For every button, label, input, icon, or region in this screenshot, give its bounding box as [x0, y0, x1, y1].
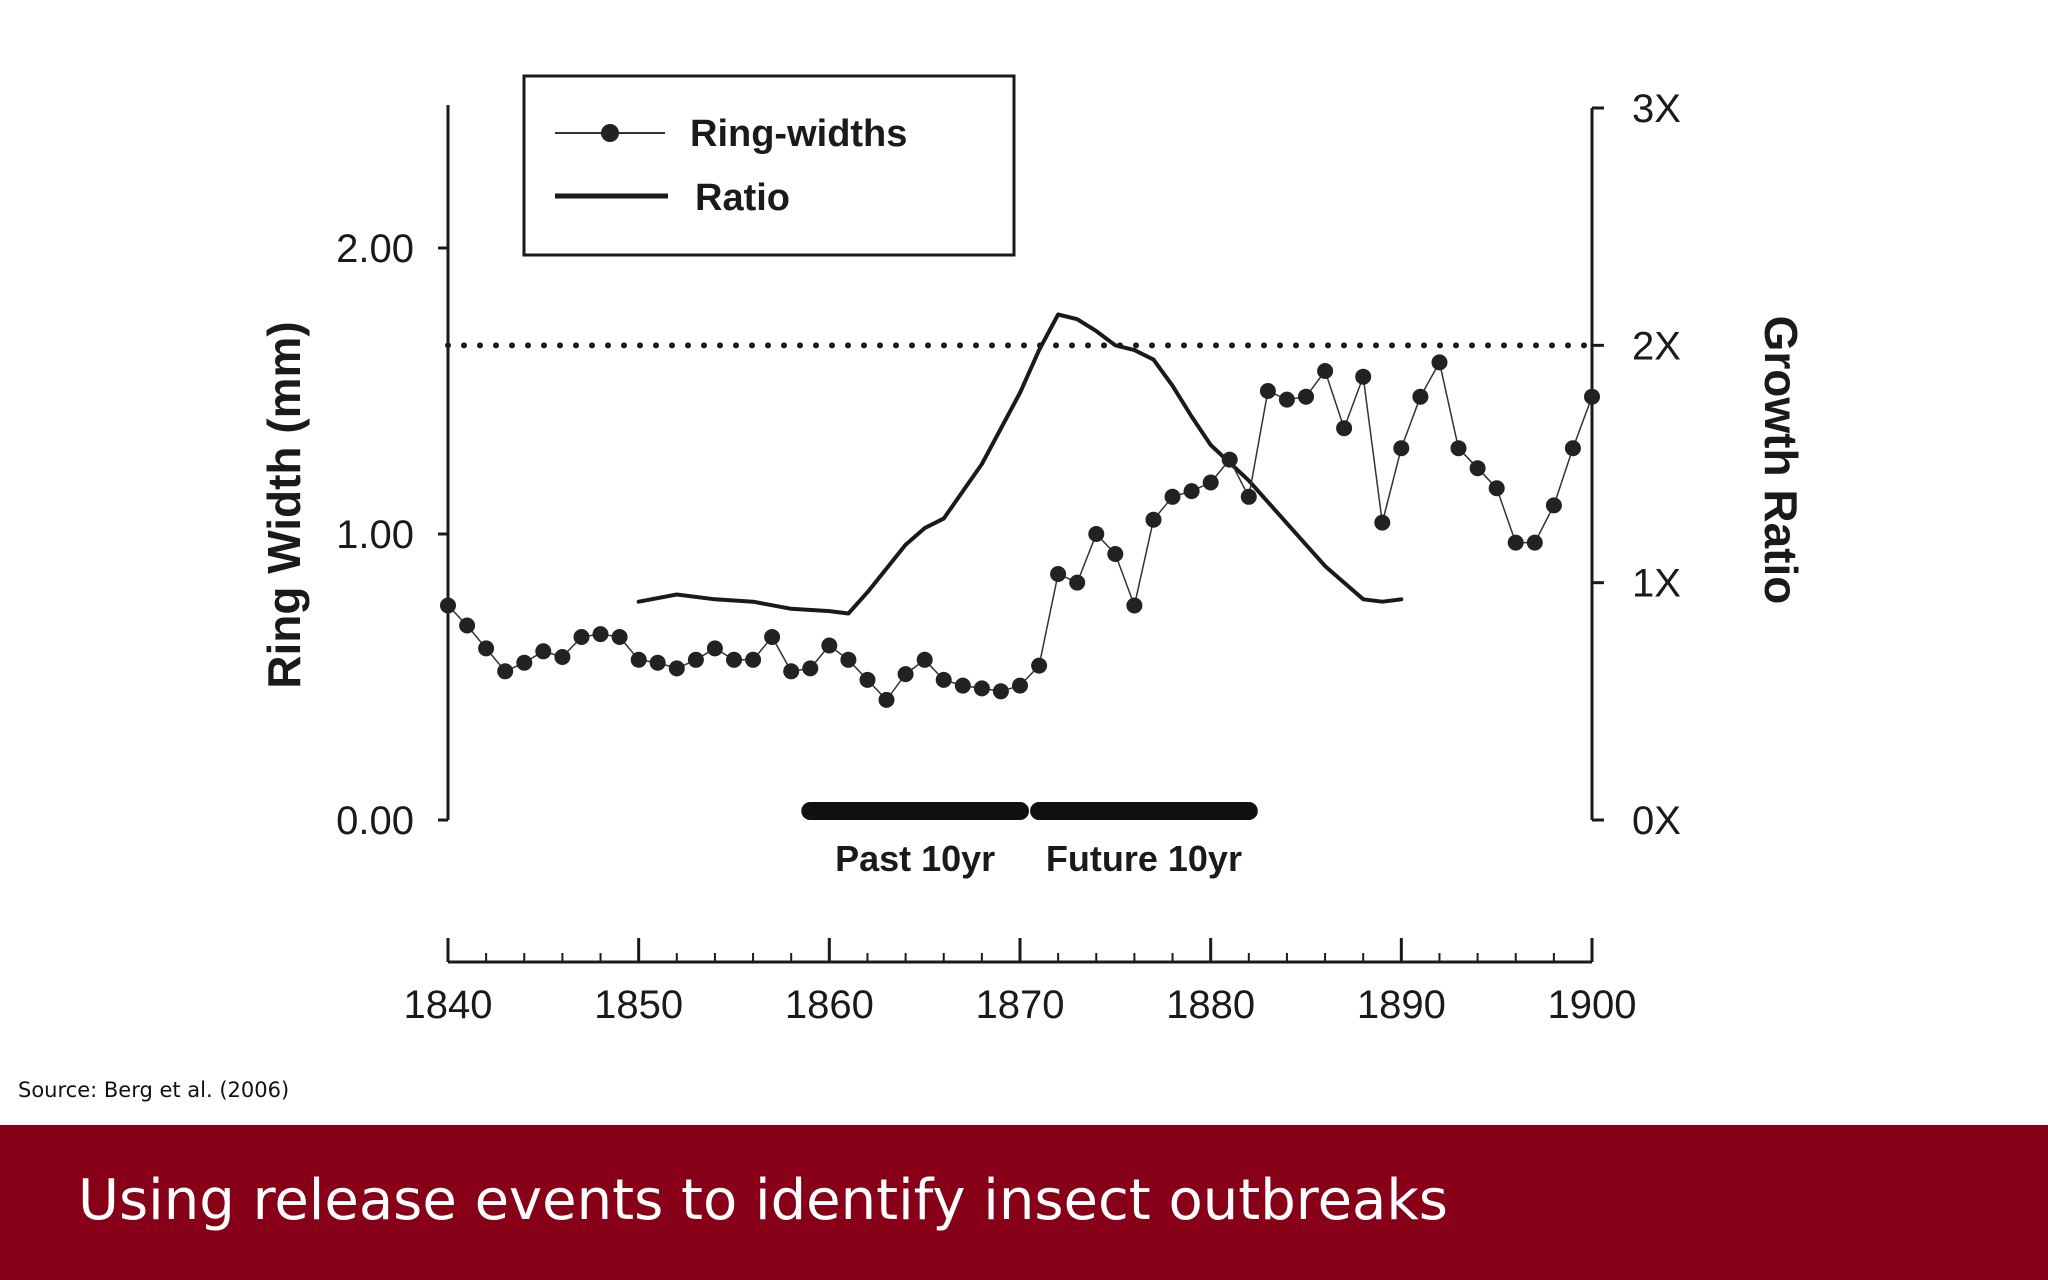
ring-width-point [1412, 388, 1429, 405]
ring-width-point [1431, 354, 1448, 371]
ring-widths-series-line [447, 360, 1593, 702]
x-tick-label: 1900 [1548, 983, 1637, 1027]
growth-ratio-chart: 0.00 1.00 2.00 Ring Width (mm) 0X 1X 2X 3X Growt… [258, 74, 1807, 1027]
legend-ring-widths-label: Ring-widths [690, 113, 907, 155]
left-y-tick-label: 0.00 [336, 799, 414, 843]
ring-width-point [1336, 420, 1353, 437]
ring-width-point [859, 671, 876, 688]
right-y-tick-label: 3X [1632, 87, 1681, 131]
ring-width-point [687, 651, 704, 668]
ring-width-point [478, 640, 495, 657]
ring-width-point [1221, 451, 1238, 468]
ring-width-point [764, 629, 781, 645]
ring-width-point [1545, 497, 1562, 514]
x-tick-label: 1850 [594, 983, 683, 1027]
ring-width-point [516, 654, 533, 671]
ring-width-point [649, 654, 666, 671]
ring-width-point [1450, 440, 1467, 457]
title-banner: Using release events to identify insect … [0, 1125, 2048, 1280]
ring-width-point [1564, 440, 1581, 457]
left-y-axis-label: Ring Width (mm) [258, 321, 310, 689]
ring-width-point [592, 626, 609, 643]
ring-width-point [1584, 388, 1600, 405]
ring-width-point [497, 663, 514, 680]
x-tick-label: 1890 [1357, 983, 1446, 1027]
ring-width-point [630, 651, 647, 668]
ring-width-point [611, 629, 628, 645]
ring-width-point [783, 663, 800, 680]
ring-width-point [573, 629, 590, 645]
slide-title: Using release events to identify insect … [78, 1168, 1448, 1233]
ring-width-point [992, 683, 1009, 700]
ring-width-point [1183, 483, 1200, 500]
ring-width-point [1164, 488, 1181, 505]
ring-width-point [706, 640, 723, 657]
ring-width-point [1393, 440, 1410, 457]
right-y-tick-label: 2X [1632, 324, 1681, 368]
past-10yr-label: Past 10yr [835, 838, 995, 879]
ring-width-point [935, 671, 952, 688]
ring-width-point [1507, 534, 1524, 551]
ring-width-point [1298, 388, 1314, 405]
ring-width-point [535, 643, 552, 660]
x-tick-label: 1840 [404, 983, 493, 1027]
ring-width-point [1126, 597, 1143, 614]
ring-width-point [1374, 514, 1391, 531]
right-y-axis-label: Growth Ratio [1755, 316, 1807, 605]
ring-width-point [1526, 534, 1543, 551]
ring-width-point [1469, 460, 1486, 477]
left-y-tick-label: 1.00 [336, 513, 414, 557]
ring-width-point [1031, 657, 1048, 674]
ring-width-point [668, 660, 685, 677]
legend: Ring-widths Ratio [522, 74, 1016, 257]
chart-axes: 0.00 1.00 2.00 Ring Width (mm) 0X 1X 2X 3X Growt… [258, 87, 1807, 1027]
ring-width-point [1317, 363, 1334, 379]
x-tick-label: 1880 [1166, 983, 1255, 1027]
legend-box [522, 74, 1016, 257]
ring-width-point [1069, 574, 1086, 591]
period-layer: Past 10yr Future 10yr [801, 802, 1258, 879]
ring-width-point [1259, 383, 1276, 399]
ring-width-point [1488, 480, 1505, 497]
source-citation: Source: Berg et al. (2006) [18, 1078, 290, 1102]
ring-width-point [459, 617, 476, 634]
ring-width-point [1202, 474, 1219, 491]
ring-width-point [840, 651, 857, 668]
ring-width-point [954, 677, 971, 694]
ring-width-point [1012, 677, 1028, 694]
ring-width-point [1145, 511, 1162, 528]
ring-width-point [745, 651, 762, 668]
ratio-series-line [636, 312, 1404, 616]
legend-ratio-label: Ratio [695, 177, 790, 219]
ring-width-point [726, 651, 742, 668]
ring-width-point [878, 691, 895, 708]
ring-width-point [440, 597, 456, 614]
x-tick-label: 1860 [785, 983, 874, 1027]
future-10yr-label: Future 10yr [1046, 838, 1242, 879]
right-y-tick-label: 1X [1632, 562, 1681, 606]
ring-width-point [1088, 526, 1105, 542]
right-y-tick-label: 0X [1632, 799, 1681, 843]
ring-width-point [973, 680, 990, 697]
x-tick-label: 1870 [976, 983, 1065, 1027]
ring-width-point [1355, 368, 1372, 385]
left-y-tick-label: 2.00 [336, 227, 414, 271]
ring-width-point [821, 637, 838, 654]
ring-width-point [1240, 488, 1257, 505]
ring-width-point [1107, 546, 1124, 562]
ring-width-point [897, 666, 914, 683]
ring-widths-layer [440, 354, 1600, 708]
ring-width-point [916, 651, 933, 668]
ring-width-point [1278, 391, 1295, 408]
ring-width-point [1050, 566, 1067, 582]
ring-width-point [554, 649, 571, 665]
ratio-layer [636, 312, 1404, 616]
legend-ring-widths-marker [601, 124, 619, 142]
ring-width-point [802, 660, 819, 677]
